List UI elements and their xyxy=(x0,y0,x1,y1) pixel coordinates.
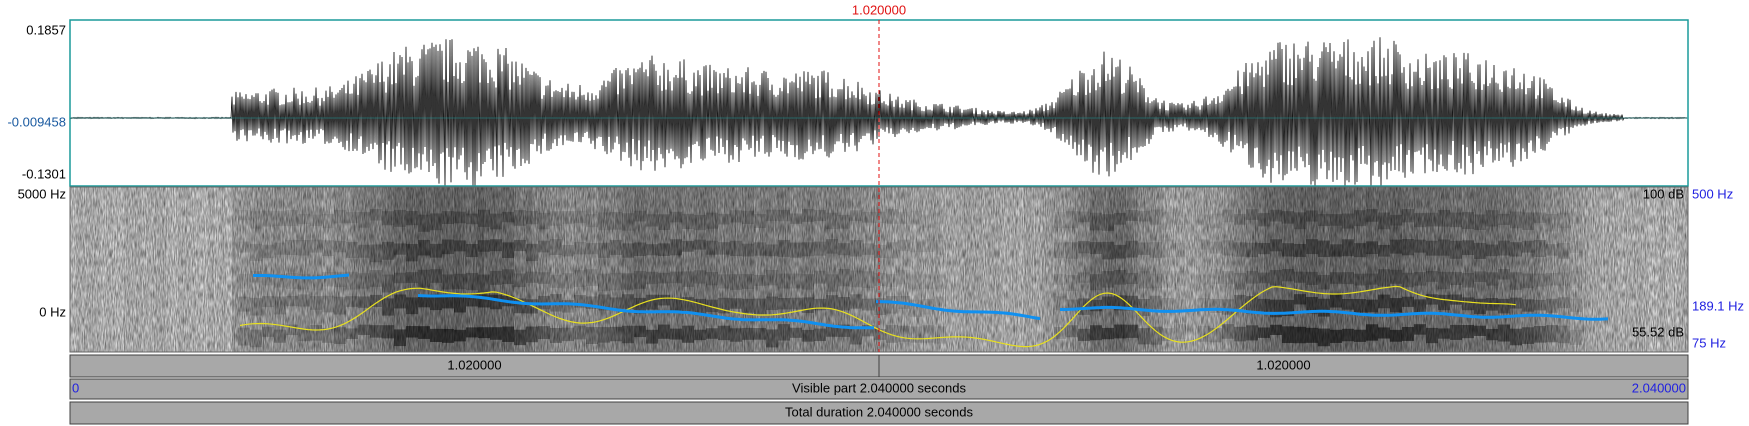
right-segment-bar[interactable] xyxy=(878,354,1689,378)
visible-part-bar[interactable] xyxy=(69,378,1689,400)
pitch-contour xyxy=(1060,305,1609,321)
visible-start: 0 xyxy=(72,380,79,395)
pitch-contour xyxy=(876,300,1041,321)
left-segment-label: 1.020000 xyxy=(447,357,501,372)
spectrogram xyxy=(70,187,1688,352)
pitch-contour xyxy=(253,273,350,280)
pitch-mid: 189.1 Hz xyxy=(1692,298,1744,313)
right-segment-label: 1.020000 xyxy=(1256,357,1310,372)
db-bottom: 55.52 dB xyxy=(1632,324,1684,339)
pitch-bottom: 75 Hz xyxy=(1692,335,1726,350)
spectrogram-frame xyxy=(69,186,1689,353)
db-top: 100 dB xyxy=(1643,186,1684,201)
visible-end: 2.040000 xyxy=(1632,380,1686,395)
pitch-top: 500 Hz xyxy=(1692,186,1733,201)
intensity-contour xyxy=(239,285,1517,348)
freq-top: 5000 Hz xyxy=(18,186,66,201)
total-duration-bar[interactable] xyxy=(69,401,1689,425)
pitch-contour xyxy=(417,294,874,330)
freq-bottom: 0 Hz xyxy=(39,304,66,319)
waveform-mid: -0.009458 xyxy=(7,114,66,129)
cursor-time: 1.020000 xyxy=(852,2,906,17)
waveform-min: -0.1301 xyxy=(22,166,66,181)
waveform-max: 0.1857 xyxy=(26,22,66,37)
total-label: Total duration 2.040000 seconds xyxy=(785,404,973,419)
visible-label: Visible part 2.040000 seconds xyxy=(792,380,966,395)
waveform-trace xyxy=(70,37,1688,186)
